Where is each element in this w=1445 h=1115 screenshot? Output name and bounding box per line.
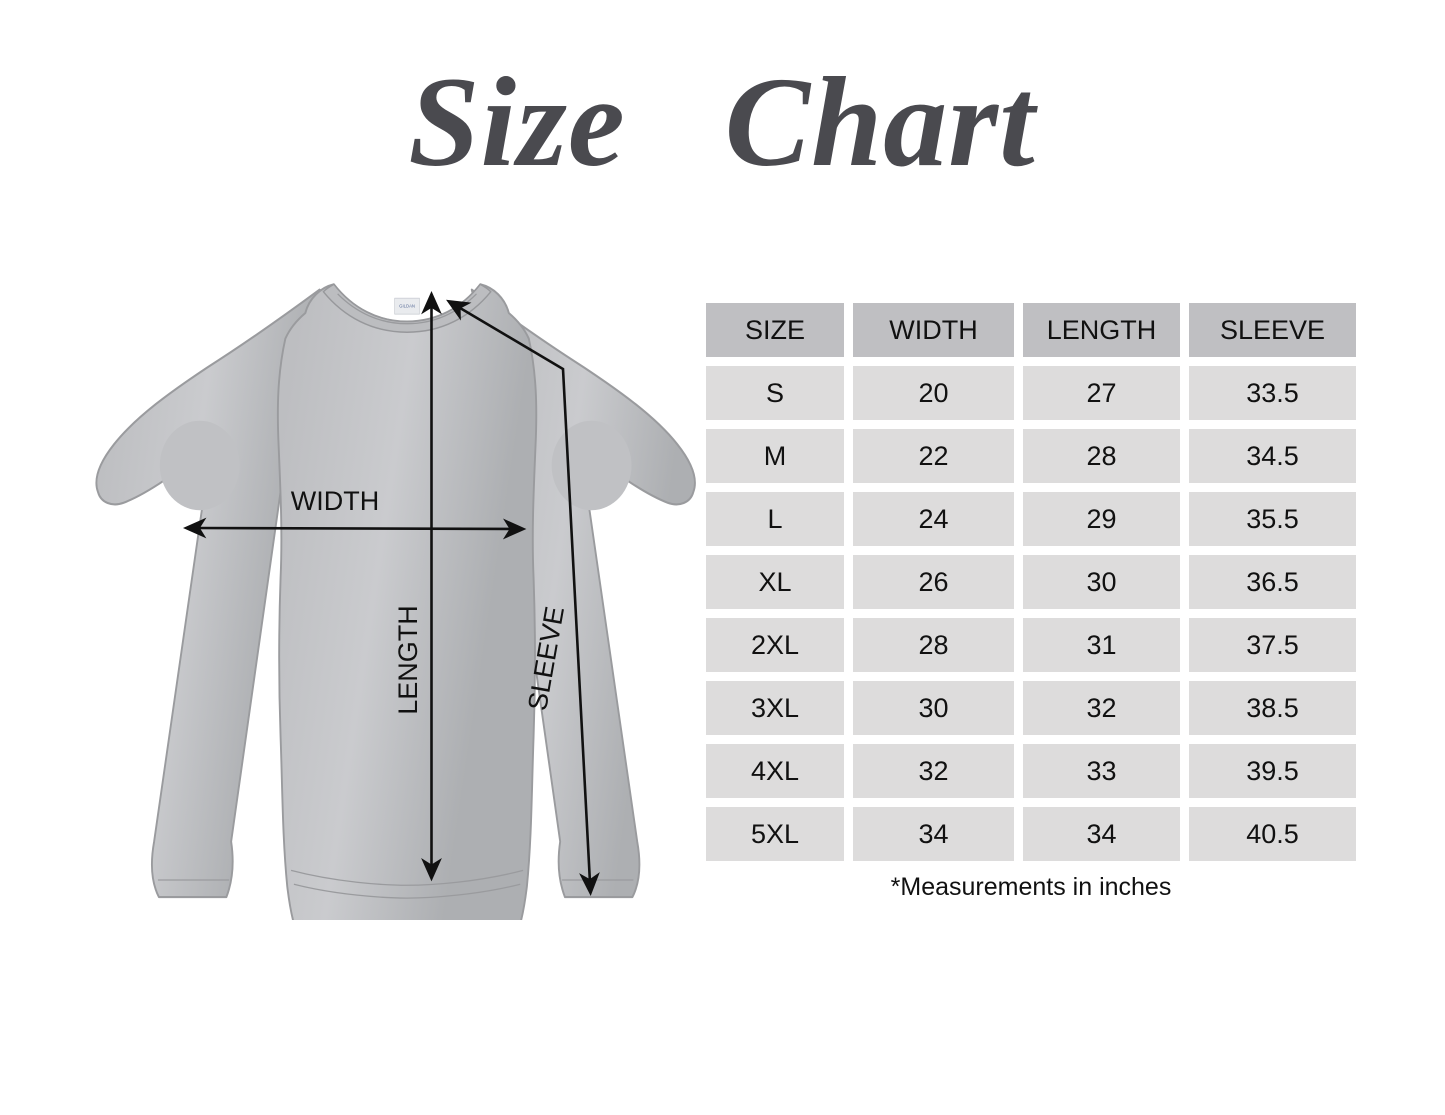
svg-text:Size Chart: Size Chart xyxy=(408,51,1038,193)
svg-text:WIDTH: WIDTH xyxy=(291,486,379,516)
svg-text:GILDAN: GILDAN xyxy=(399,304,415,309)
svg-text:LENGTH: LENGTH xyxy=(393,605,423,715)
